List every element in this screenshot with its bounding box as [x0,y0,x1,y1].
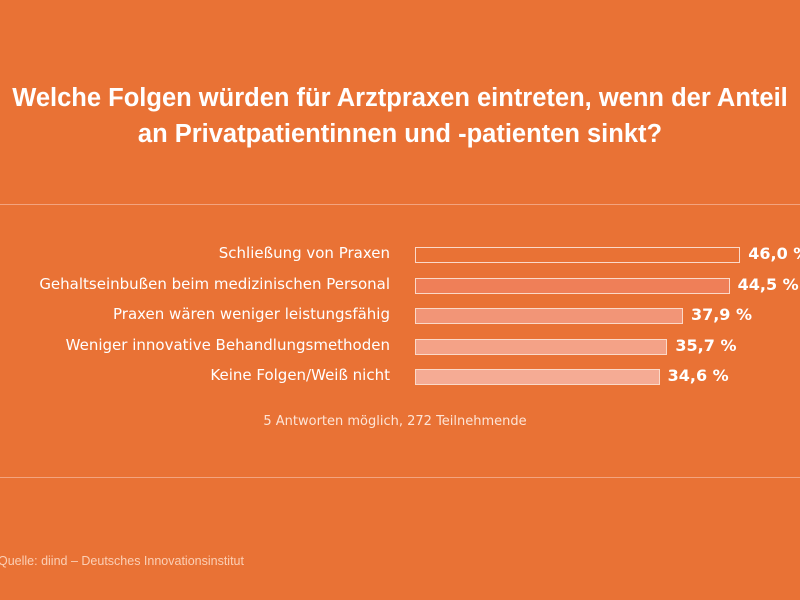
category-label: Weniger innovative Behandlungsmethoden [65,335,390,354]
bar [415,338,668,355]
category-label: Gehaltseinbußen beim medizinischen Perso… [39,274,390,293]
chart-title: Welche Folgen würden für Arztpraxen eint… [12,84,788,148]
bar [415,308,683,324]
value-label: 46,0 % [748,244,800,263]
divider-bottom [0,477,800,478]
category-label: Schließung von Praxen [218,244,390,262]
source-text: Quelle: diind – Deutsches Innovationsins… [0,554,244,568]
value-label: 35,7 % [675,335,737,355]
value-label: 34,6 % [667,366,729,385]
bar [415,369,660,385]
value-label: 37,9 % [690,305,753,324]
bar [415,247,741,263]
bar [415,277,730,294]
divider-top [0,204,800,205]
category-label: Keine Folgen/Weiß nicht [210,366,390,384]
value-label: 44,5 % [737,274,799,294]
category-label: Praxen wären weniger leistungsfähig [113,305,390,323]
chart-note: 5 Antworten möglich, 272 Teilnehmende [263,414,527,429]
